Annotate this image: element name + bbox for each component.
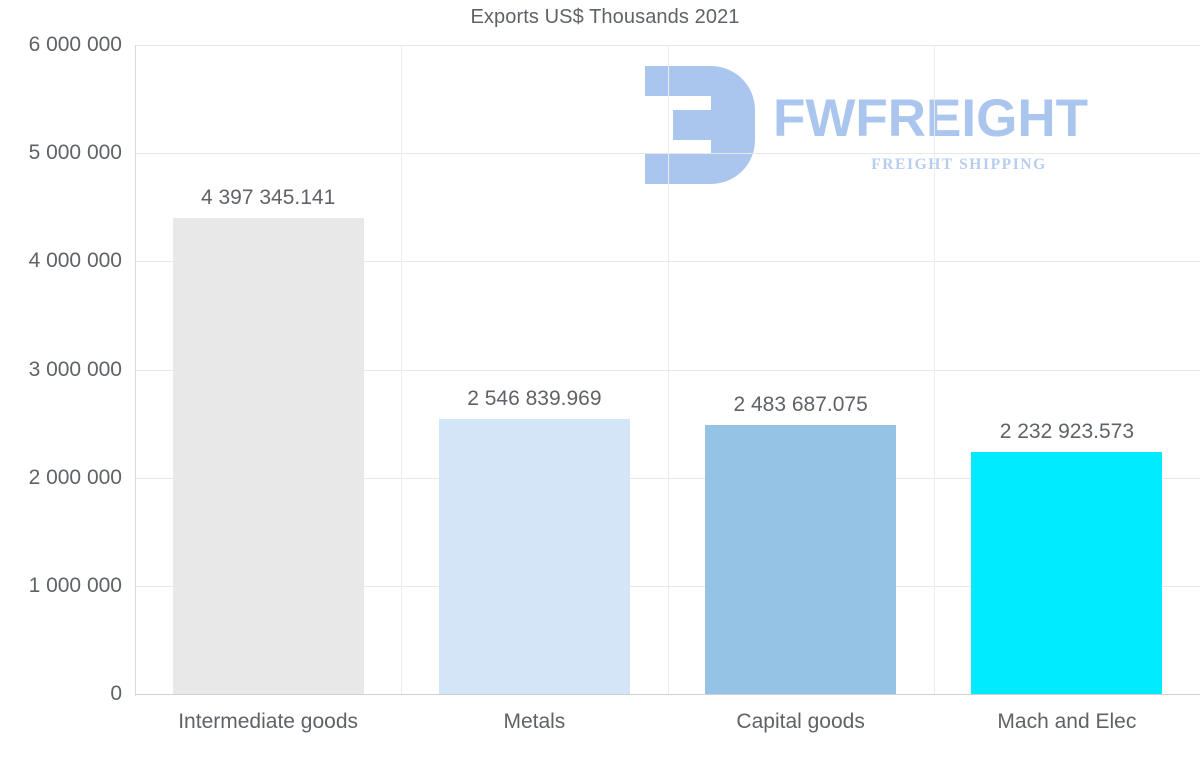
gridline-vertical	[934, 45, 935, 694]
y-axis-tick-label: 1 000 000	[28, 573, 122, 597]
bar-value-label: 2 232 923.573	[999, 420, 1135, 444]
gridline-horizontal	[135, 694, 1200, 695]
chart-title: Exports US$ Thousands 2021	[470, 6, 740, 28]
gridline-horizontal	[135, 45, 1200, 46]
y-axis-tick-label: 2 000 000	[28, 465, 122, 489]
bar-mach-and-elec[interactable]	[971, 452, 1163, 694]
gridline-vertical	[668, 45, 669, 694]
bar-capital-goods[interactable]	[705, 425, 897, 694]
x-axis-tick-label: Capital goods	[736, 710, 865, 733]
y-axis-line	[135, 45, 136, 696]
gridline-vertical	[401, 45, 402, 694]
x-axis-tick-label: Metals	[503, 710, 566, 733]
gridline-horizontal	[135, 261, 1200, 263]
bar-value-label: 2 546 839.969	[467, 386, 602, 410]
y-axis-tick-label: 5 000 000	[28, 141, 122, 165]
x-axis-tick-label: Intermediate goods	[178, 710, 359, 733]
gridline-horizontal	[135, 585, 1200, 587]
bar-metals[interactable]	[438, 418, 630, 694]
gridline-horizontal	[135, 477, 1200, 479]
gridline-horizontal	[135, 369, 1200, 371]
bar-intermediate-goods[interactable]	[172, 218, 364, 694]
y-axis-tick-label: 0	[110, 682, 122, 705]
y-axis-tick-label: 4 000 000	[28, 249, 122, 273]
x-axis-tick-label: Mach and Elec	[997, 710, 1137, 733]
plot-area	[135, 45, 1200, 696]
y-axis-tick-label: 3 000 000	[28, 357, 122, 381]
y-axis-tick-label: 6 000 000	[28, 33, 122, 56]
bar-value-label: 2 483 687.075	[733, 393, 868, 417]
bar-value-label: 4 397 345.141	[200, 186, 336, 210]
gridline-horizontal	[135, 153, 1200, 155]
